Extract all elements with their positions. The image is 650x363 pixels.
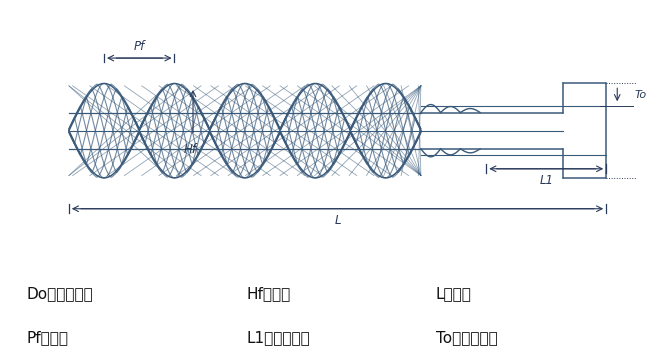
Text: Hf: Hf <box>183 143 196 156</box>
Text: To：光段壁厚: To：光段壁厚 <box>436 330 497 345</box>
Text: L1: L1 <box>540 174 553 187</box>
Text: Do：光段外径: Do：光段外径 <box>26 286 93 302</box>
Text: To: To <box>634 90 647 100</box>
Text: L：全长: L：全长 <box>436 286 471 302</box>
Text: Pf：波距: Pf：波距 <box>26 330 68 345</box>
Text: L1：光段长度: L1：光段长度 <box>247 330 311 345</box>
Text: L: L <box>334 214 341 227</box>
Text: Hf：波高: Hf：波高 <box>247 286 291 302</box>
Text: Pf: Pf <box>134 40 145 53</box>
